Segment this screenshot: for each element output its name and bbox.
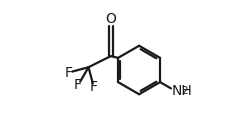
Text: 2: 2 (182, 86, 188, 96)
Text: NH: NH (172, 84, 192, 98)
Text: F: F (74, 78, 82, 92)
Text: O: O (105, 12, 116, 26)
Text: F: F (90, 80, 98, 94)
Text: F: F (64, 66, 72, 80)
